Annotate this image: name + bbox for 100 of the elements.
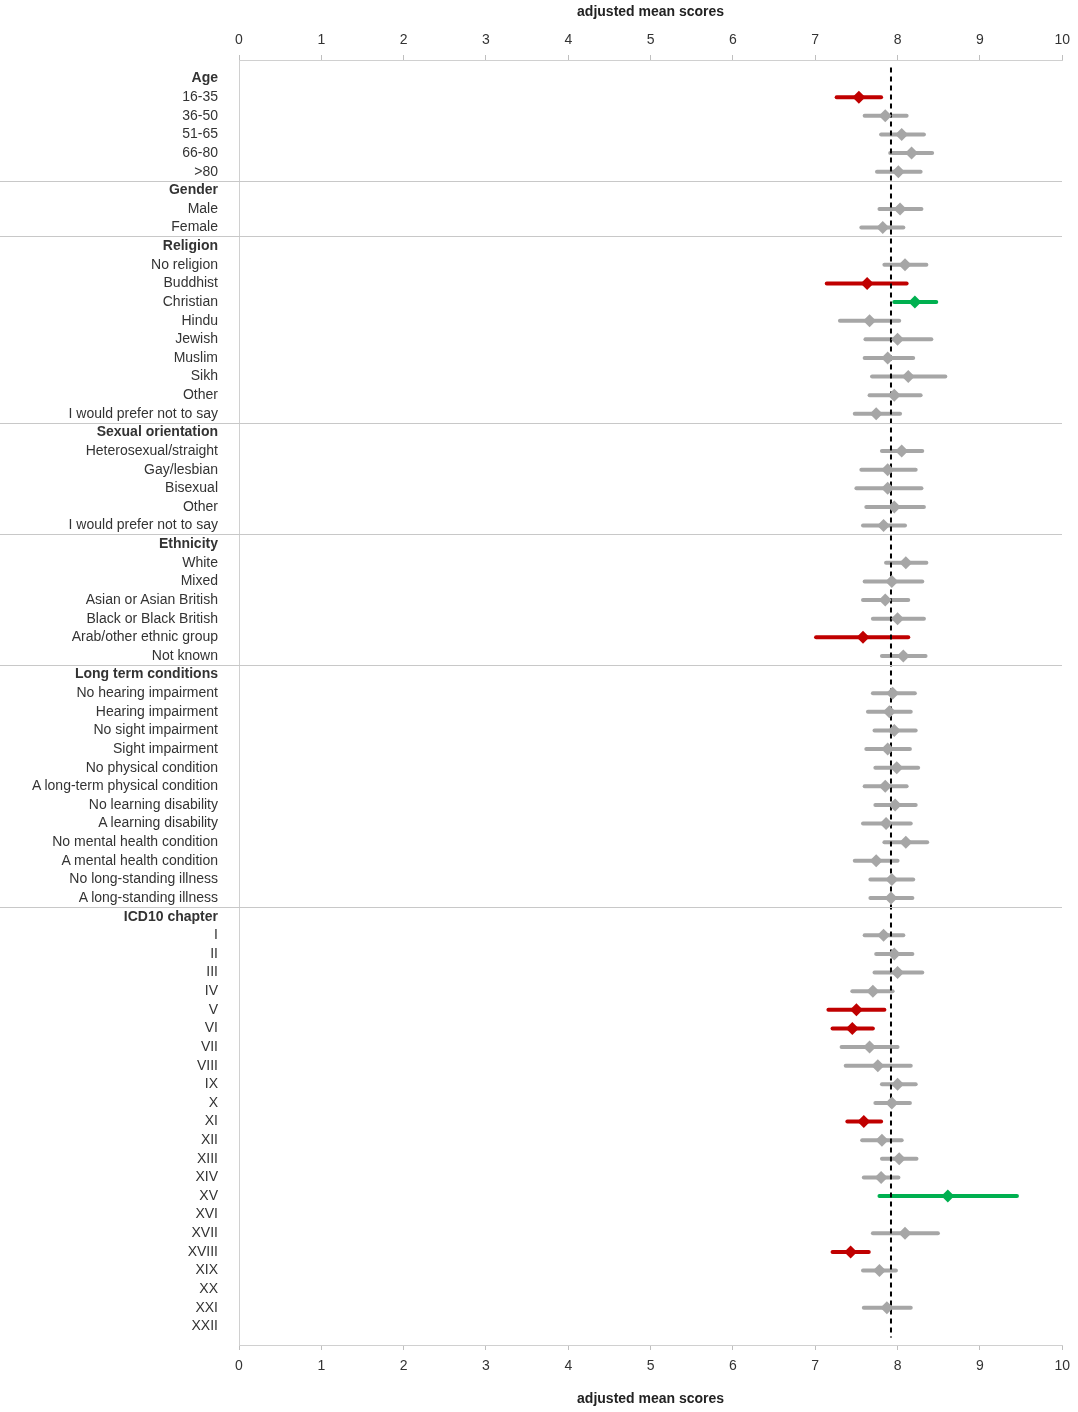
x2-tick-label: 3 — [482, 1357, 491, 1374]
y-tick-label: Black or Black British — [86, 609, 218, 626]
x-tick-label: 8 — [893, 31, 902, 48]
y-tick-label: Arab/other ethnic group — [71, 628, 219, 645]
point — [884, 891, 898, 905]
y-tick-label: Other — [182, 497, 219, 514]
y-tick-label: Ethnicity — [158, 535, 219, 552]
x-tick-label: 1 — [317, 31, 326, 48]
y-tick-label: No mental health condition — [52, 833, 218, 850]
y-tick-label: White — [182, 553, 219, 570]
x2-axis-title: adjusted mean scores — [577, 3, 725, 20]
point — [869, 407, 883, 421]
point — [885, 574, 899, 588]
point — [886, 686, 900, 700]
y-tick-label: Female — [171, 218, 219, 235]
point — [891, 165, 905, 179]
y-tick-label: XVI — [195, 1205, 218, 1222]
point — [901, 370, 915, 384]
point — [875, 1133, 889, 1147]
y-tick-label: Hearing impairment — [95, 702, 219, 719]
point — [857, 1115, 871, 1129]
y-tick-label: Asian or Asian British — [85, 590, 218, 607]
y-tick-label: Not known — [151, 646, 218, 663]
x-tick-label: 9 — [975, 31, 984, 48]
y-tick-label: XII — [200, 1131, 218, 1147]
y-tick-label: XX — [199, 1279, 219, 1296]
y-tick-label: 66-80 — [182, 143, 219, 160]
point — [874, 1170, 888, 1184]
y-tick-label: I would prefer not to say — [68, 516, 218, 533]
x-axis-title: adjusted mean scores — [577, 1390, 725, 1407]
point — [908, 295, 922, 309]
y-tick-label: XXII — [191, 1317, 218, 1334]
x2-tick-label: 5 — [646, 1357, 655, 1374]
y-tick-label: VI — [204, 1019, 218, 1036]
y-tick-label: No religion — [151, 255, 218, 272]
y-tick-label: Long term conditions — [74, 665, 219, 682]
y-tick-label: No hearing impairment — [76, 684, 219, 701]
point — [893, 202, 907, 216]
y-tick-label: No long-standing illness — [69, 870, 218, 887]
y-tick-label: Gender — [168, 181, 219, 198]
point — [891, 966, 905, 980]
x2-tick-label: 2 — [399, 1357, 408, 1374]
y-tick-label: Christian — [162, 292, 218, 309]
point — [876, 221, 890, 235]
x2-tick-label: 6 — [729, 1357, 738, 1374]
y-tick-label: XXI — [195, 1298, 218, 1315]
y-tick-label: A long-standing illness — [78, 888, 218, 905]
point — [890, 761, 904, 775]
point — [887, 388, 901, 402]
y-tick-label: IX — [204, 1075, 219, 1092]
y-tick-label: 16-35 — [182, 88, 219, 105]
point — [852, 90, 866, 104]
point — [888, 798, 902, 812]
point — [898, 1226, 912, 1240]
point — [891, 332, 905, 346]
y-tick-label: Hindu — [181, 311, 218, 328]
point — [892, 1152, 906, 1166]
point — [879, 817, 893, 831]
y-tick-label: Buddhist — [163, 274, 219, 291]
point — [849, 1003, 863, 1017]
point — [856, 630, 870, 644]
x-tick-label: 10 — [1054, 31, 1071, 48]
y-tick-label: A learning disability — [98, 814, 218, 831]
y-tick-label: Sikh — [190, 367, 218, 384]
y-tick-label: A long-term physical condition — [32, 777, 218, 794]
point — [881, 481, 895, 495]
x-tick-label: 5 — [646, 31, 655, 48]
point — [881, 463, 895, 477]
y-tick-label: A mental health condition — [61, 851, 218, 868]
y-tick-label: VII — [200, 1037, 218, 1054]
point — [899, 556, 913, 570]
point — [872, 1264, 886, 1278]
y-tick-label: III — [206, 963, 218, 980]
y-tick-label: Jewish — [175, 330, 218, 347]
x-tick-label: 0 — [235, 31, 244, 48]
point — [877, 928, 891, 942]
point — [885, 872, 899, 886]
y-tick-label: 36-50 — [182, 106, 219, 123]
point — [863, 314, 877, 328]
y-tick-label: IV — [204, 982, 219, 999]
y-tick-label: Heterosexual/straight — [85, 441, 219, 458]
y-tick-label: Sexual orientation — [96, 423, 218, 440]
point — [941, 1189, 955, 1203]
x2-tick-label: 0 — [235, 1357, 244, 1374]
point — [899, 835, 913, 849]
point — [869, 854, 883, 868]
x-tick-label: 2 — [399, 31, 408, 48]
y-tick-label: No sight impairment — [93, 721, 219, 738]
y-tick-label: Muslim — [173, 348, 218, 365]
y-tick-label: Sight impairment — [112, 739, 219, 756]
y-tick-label: Mixed — [180, 572, 218, 589]
x-tick-label: 7 — [811, 31, 820, 48]
y-tick-label: XVIII — [187, 1242, 218, 1259]
point — [891, 612, 905, 626]
point — [895, 127, 909, 141]
point — [845, 1021, 859, 1035]
point — [887, 723, 901, 737]
y-tick-label: Age — [191, 69, 219, 86]
point — [882, 705, 896, 719]
y-tick-label: Bisexual — [165, 479, 218, 496]
